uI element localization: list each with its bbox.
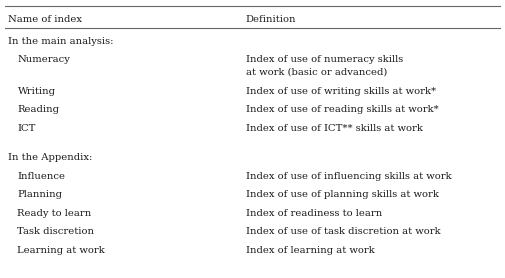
Text: Writing: Writing (17, 87, 56, 96)
Text: Index of use of task discretion at work: Index of use of task discretion at work (245, 227, 439, 236)
Text: Reading: Reading (17, 105, 60, 114)
Text: In the main analysis:: In the main analysis: (8, 37, 113, 46)
Text: Planning: Planning (17, 190, 62, 199)
Text: Name of index: Name of index (8, 15, 81, 24)
Text: In the Appendix:: In the Appendix: (8, 153, 92, 162)
Text: ICT: ICT (17, 124, 36, 133)
Text: Index of learning at work: Index of learning at work (245, 246, 374, 255)
Text: Index of use of numeracy skills
at work (basic or advanced): Index of use of numeracy skills at work … (245, 55, 402, 76)
Text: Learning at work: Learning at work (17, 246, 105, 255)
Text: Index of use of writing skills at work*: Index of use of writing skills at work* (245, 87, 435, 96)
Text: Numeracy: Numeracy (17, 55, 70, 64)
Text: Influence: Influence (17, 172, 65, 181)
Text: Index of use of ICT** skills at work: Index of use of ICT** skills at work (245, 124, 422, 133)
Text: Ready to learn: Ready to learn (17, 209, 91, 218)
Text: Definition: Definition (245, 15, 295, 24)
Text: Index of use of reading skills at work*: Index of use of reading skills at work* (245, 105, 437, 114)
Text: Index of use of influencing skills at work: Index of use of influencing skills at wo… (245, 172, 450, 181)
Text: Index of use of planning skills at work: Index of use of planning skills at work (245, 190, 437, 199)
Text: Index of readiness to learn: Index of readiness to learn (245, 209, 381, 218)
Text: Task discretion: Task discretion (17, 227, 94, 236)
